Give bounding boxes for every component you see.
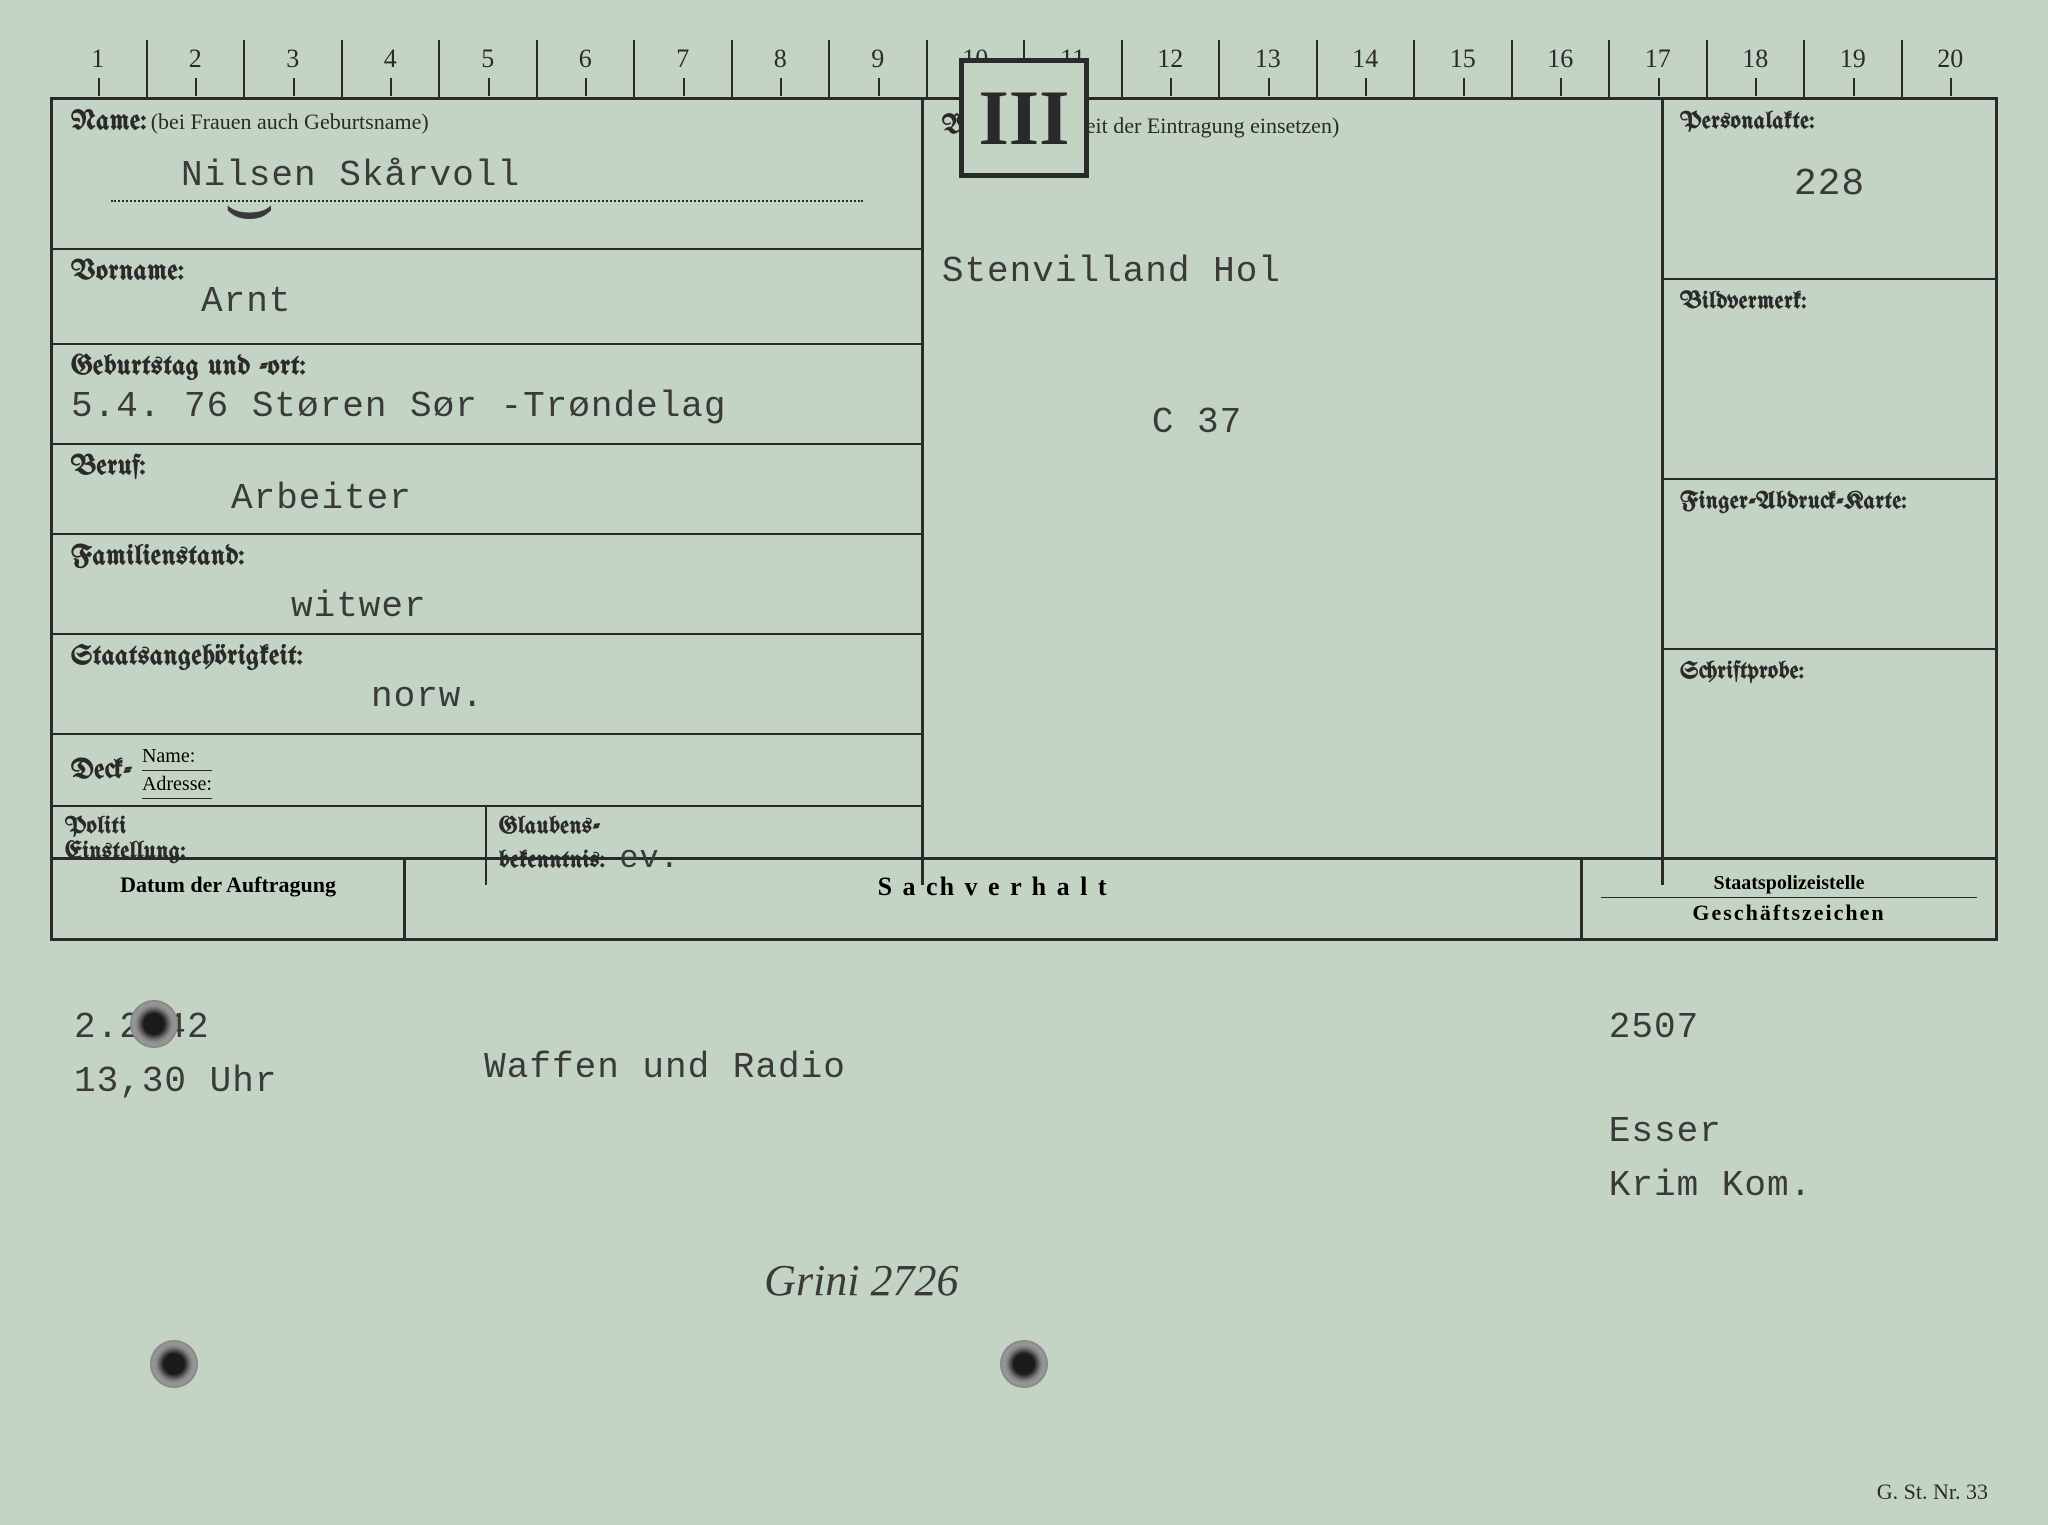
- handwritten-note: Grini 2726: [764, 1255, 1561, 1306]
- deck-label: Deck-: [71, 757, 132, 786]
- politische-label: Politi: [65, 815, 126, 840]
- officer-name: Esser: [1609, 1105, 1974, 1159]
- name-hint: (bei Frauen auch Geburtsname): [151, 109, 429, 134]
- ruler-tick: 14: [1316, 40, 1414, 97]
- geburtstag-field: Geburtstag und -ort: 5.4. 76 Støren Sør …: [53, 345, 921, 445]
- ruler-tick: 2: [146, 40, 244, 97]
- politische-glaubens-field: Politi Einstellung: Glaubens- bekenntnis…: [53, 807, 921, 885]
- staatsangehoerigkeit-field: Staatsangehörigkeit: norw.: [53, 635, 921, 735]
- vorname-field: Vorname: Arnt: [53, 250, 921, 345]
- ruler-tick: 5: [438, 40, 536, 97]
- wohnung-field: Wohnung: (Zeit der Eintragung einsetzen)…: [924, 100, 1661, 840]
- beruf-field: Beruf: Arbeiter: [53, 445, 921, 535]
- bildvermerk-label: Bildvermerk:: [1680, 290, 1979, 315]
- geburtstag-label: Geburtstag und -ort:: [71, 353, 903, 382]
- roman-numeral-box: III: [959, 58, 1089, 178]
- einstellung-label: Einstellung:: [65, 840, 186, 865]
- name-field: Name: (bei Frauen auch Geburtsname) Nils…: [53, 100, 921, 250]
- right-column: Personalakte: 228 Bildvermerk: Finger-Ab…: [1664, 100, 1995, 885]
- personalakte-label: Personalakte:: [1680, 110, 1979, 135]
- name-label: Name:: [71, 108, 147, 137]
- deck-field: Deck- Name: Adresse:: [53, 735, 921, 807]
- deck-sublabels: Name: Adresse:: [142, 743, 212, 799]
- personalakte-field: Personalakte: 228: [1664, 100, 1995, 280]
- main-form-grid: Name: (bei Frauen auch Geburtsname) Nils…: [50, 100, 1998, 860]
- deck-adresse-label: Adresse:: [142, 771, 212, 799]
- ruler-tick: 7: [633, 40, 731, 97]
- glaubens-section: Glaubens- bekenntnis: ev.: [487, 807, 921, 885]
- familienstand-field: Familienstand: witwer: [53, 535, 921, 635]
- ruler-tick: 20: [1901, 40, 1999, 97]
- name-value: Nilsen Skårvoll: [181, 155, 903, 196]
- punch-hole: [130, 1000, 178, 1048]
- entry-time: 13,30 Uhr: [74, 1055, 380, 1109]
- record-card: 1234567891011121314151617181920 III Name…: [0, 0, 2048, 1525]
- personalakte-value: 228: [1680, 163, 1979, 206]
- deck-name-label: Name:: [142, 743, 212, 771]
- ruler-tick: 3: [243, 40, 341, 97]
- beruf-value: Arbeiter: [231, 478, 903, 519]
- ruler-tick: 8: [731, 40, 829, 97]
- staats-label: Staatsangehörigkeit:: [71, 643, 903, 672]
- reference-cell: 2507 Esser Krim Kom.: [1585, 991, 1998, 1321]
- staats-value: norw.: [371, 676, 903, 717]
- ruler-tick: 15: [1413, 40, 1511, 97]
- entry-date-cell: 2.2.42 13,30 Uhr: [50, 991, 404, 1321]
- dotted-line: [111, 200, 863, 202]
- left-column: Name: (bei Frauen auch Geburtsname) Nils…: [53, 100, 924, 885]
- punch-hole: [150, 1340, 198, 1388]
- officer-title: Krim Kom.: [1609, 1159, 1974, 1213]
- fingerabdruck-label: Finger-Abdruck-Karte:: [1680, 490, 1979, 515]
- ruler-tick: 18: [1706, 40, 1804, 97]
- roman-numeral: III: [978, 73, 1069, 163]
- familienstand-value: witwer: [291, 586, 903, 627]
- fingerabdruck-field: Finger-Abdruck-Karte:: [1664, 480, 1995, 650]
- staatspolizei-header: Staatspolizeistelle Geschäftszeichen: [1583, 860, 1995, 938]
- vorname-value: Arnt: [201, 281, 903, 322]
- ruler-tick: 4: [341, 40, 439, 97]
- wohnung-code: C 37: [1152, 402, 1643, 443]
- form-number: G. St. Nr. 33: [1877, 1479, 1988, 1505]
- wohnung-hint: (Zeit der Eintragung einsetzen): [1065, 113, 1339, 138]
- bekenntnis-label: bekenntnis:: [499, 849, 605, 874]
- glaubens-value: ev.: [619, 840, 680, 877]
- ruler-tick: 9: [828, 40, 926, 97]
- sachverhalt-cell: Waffen und Radio Grini 2726: [404, 991, 1585, 1321]
- glaubens-label: Glaubens-: [499, 815, 600, 840]
- ruler-tick: 17: [1608, 40, 1706, 97]
- sachverhalt-text: Waffen und Radio: [484, 1041, 1561, 1095]
- schriftprobe-label: Schriftprobe:: [1680, 660, 1979, 685]
- wohnung-value: Stenvilland Hol: [942, 251, 1643, 292]
- ruler-tick: 16: [1511, 40, 1609, 97]
- ruler-tick: 19: [1803, 40, 1901, 97]
- familienstand-label: Familienstand:: [71, 543, 903, 572]
- middle-column: Wohnung: (Zeit der Eintragung einsetzen)…: [924, 100, 1664, 885]
- ruler-tick: 1: [50, 40, 146, 97]
- geburtstag-value: 5.4. 76 Støren Sør -Trøndelag: [71, 386, 903, 427]
- reference-number: 2507: [1609, 1001, 1974, 1055]
- bildvermerk-field: Bildvermerk:: [1664, 280, 1995, 480]
- ruler-tick: 13: [1218, 40, 1316, 97]
- punch-hole: [1000, 1340, 1048, 1388]
- ruler-tick: 6: [536, 40, 634, 97]
- bottom-content-row: 2.2.42 13,30 Uhr Waffen und Radio Grini …: [50, 941, 1998, 1321]
- politische-section: Politi Einstellung:: [53, 807, 487, 885]
- schriftprobe-field: Schriftprobe:: [1664, 650, 1995, 885]
- entry-date: 2.2.42: [74, 1001, 380, 1055]
- ruler-tick: 12: [1121, 40, 1219, 97]
